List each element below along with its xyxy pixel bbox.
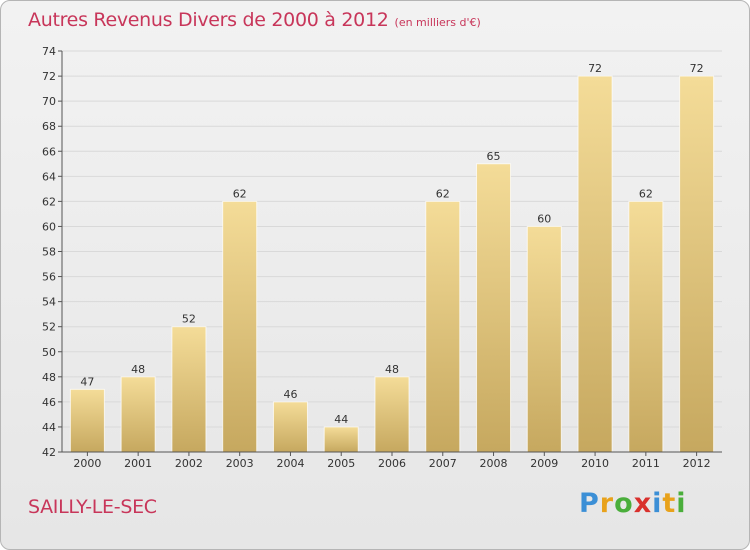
logo-letter: i — [652, 488, 663, 519]
y-tick-label: 48 — [42, 371, 56, 384]
y-tick-label: 44 — [42, 421, 56, 434]
bar-2011 — [628, 200, 664, 453]
bar-2010 — [577, 75, 613, 453]
bar-2004 — [272, 401, 308, 453]
x-tick-label-2005: 2005 — [327, 457, 355, 470]
x-tick-label-2011: 2011 — [632, 457, 660, 470]
chart-title-text: Autres Revenus Divers de 2000 à 2012 — [28, 9, 389, 31]
x-tick-label-2010: 2010 — [581, 457, 609, 470]
x-tick-label-2012: 2012 — [683, 457, 711, 470]
data-label-2001: 48 — [131, 363, 145, 376]
axes: 42 44 46 48 50 52 54 56 58 60 62 64 66 68 70 72 74 2000 20… — [42, 45, 722, 470]
y-tick-label: 74 — [42, 45, 56, 58]
y-tick-label: 52 — [42, 321, 56, 334]
x-tick-label-2003: 2003 — [226, 457, 254, 470]
x-tick-label-2006: 2006 — [378, 457, 406, 470]
city-name: SAILLY-LE-SEC — [28, 496, 157, 518]
logo-letter: x — [633, 488, 653, 519]
y-tick-label: 60 — [42, 220, 56, 233]
y-tick-label: 50 — [42, 346, 56, 359]
data-label-2007: 62 — [436, 187, 450, 200]
y-tick-label: 56 — [42, 271, 56, 284]
y-tick-label: 54 — [42, 296, 56, 309]
bar-2003 — [222, 200, 258, 453]
logo-letter: P — [579, 488, 600, 519]
logo-letter: o — [614, 488, 634, 519]
data-label-2012: 72 — [690, 62, 704, 75]
data-label-2010: 72 — [588, 62, 602, 75]
data-label-2008: 65 — [487, 150, 501, 163]
y-tick-label: 66 — [42, 145, 56, 158]
x-tick-label-2008: 2008 — [480, 457, 508, 470]
y-tick-label: 46 — [42, 396, 56, 409]
bars: 47 48 52 62 46 44 48 62 65 60 72 62 72 — [69, 62, 715, 453]
y-tick-label: 68 — [42, 120, 56, 133]
data-label-2004: 46 — [283, 388, 297, 401]
chart-subtitle: (en milliers d'€) — [394, 16, 481, 29]
data-label-2009: 60 — [537, 212, 551, 225]
bar-2007 — [425, 200, 461, 453]
data-label-2006: 48 — [385, 363, 399, 376]
data-label-2011: 62 — [639, 187, 653, 200]
chart-title: Autres Revenus Divers de 2000 à 2012 (en … — [28, 9, 481, 31]
data-label-2005: 44 — [334, 413, 348, 426]
bar-2001 — [120, 376, 156, 453]
y-tick-label: 70 — [42, 95, 56, 108]
y-tick-label: 58 — [42, 246, 56, 259]
x-tick-label-2009: 2009 — [530, 457, 558, 470]
bar-2000 — [69, 388, 105, 453]
bar-2005 — [323, 426, 359, 453]
bar-2006 — [374, 376, 410, 453]
bar-2008 — [476, 163, 512, 453]
x-tick-label-2001: 2001 — [124, 457, 152, 470]
bar-2012 — [679, 75, 715, 453]
y-tick-label: 72 — [42, 70, 56, 83]
y-tick-label: 64 — [42, 170, 56, 183]
y-tick-label: 42 — [42, 446, 56, 459]
x-tick-label-2007: 2007 — [429, 457, 457, 470]
data-label-2000: 47 — [80, 375, 94, 388]
data-label-2003: 62 — [233, 187, 247, 200]
logo-letter: r — [599, 488, 615, 519]
logo-letter: t — [662, 488, 677, 519]
x-tick-label-2004: 2004 — [276, 457, 304, 470]
x-tick-label-2000: 2000 — [73, 457, 101, 470]
logo-letter: i — [676, 488, 687, 519]
y-tick-label: 62 — [42, 195, 56, 208]
proxiti-logo[interactable]: Proxiti — [579, 488, 687, 519]
data-label-2002: 52 — [182, 313, 196, 326]
bar-2002 — [171, 326, 207, 453]
bar-2009 — [526, 225, 562, 453]
x-tick-label-2002: 2002 — [175, 457, 203, 470]
